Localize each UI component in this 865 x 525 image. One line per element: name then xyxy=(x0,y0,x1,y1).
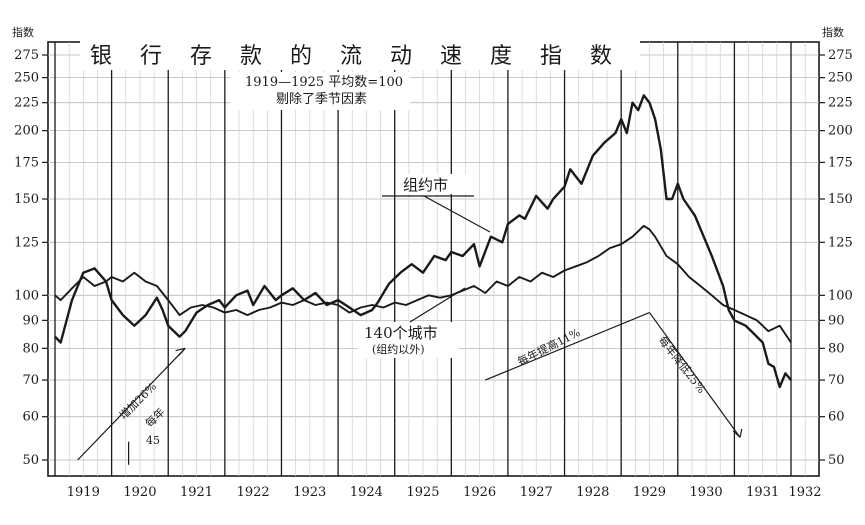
y-tick-label-right: 70 xyxy=(828,373,845,388)
y-tick-label-right: 90 xyxy=(828,313,845,328)
x-tick-label: 1928 xyxy=(576,485,609,500)
y-tick-label-left: 60 xyxy=(22,410,39,425)
x-tick-label: 1932 xyxy=(788,485,821,500)
annotation-per-year: 每年 xyxy=(142,405,167,430)
trend-arrowhead-increase xyxy=(177,347,186,357)
y-tick-label-left: 125 xyxy=(14,235,39,250)
cities-series-label: 140个城市 xyxy=(364,324,438,342)
y-tick-label-left: 225 xyxy=(14,96,39,111)
chart-title: 银行存款的流动速度指数 xyxy=(90,44,640,69)
subtitle-backdrop xyxy=(230,72,410,110)
nyc-label-pointer xyxy=(423,195,491,233)
y-tick-label-left: 275 xyxy=(14,48,39,63)
y-tick-label-right: 125 xyxy=(828,235,853,250)
cities-series-note: (组约以外) xyxy=(372,342,425,356)
annotation-angle: 45 xyxy=(146,434,160,447)
y-tick-label-left: 250 xyxy=(14,71,39,86)
y-tick-label-left: 50 xyxy=(22,453,39,468)
trend-arrowhead-fall xyxy=(732,430,741,438)
y-tick-label-right: 200 xyxy=(828,124,853,139)
x-tick-label: 1919 xyxy=(67,485,100,500)
y-tick-label-left: 150 xyxy=(14,192,39,207)
y-unit-label-left: 指数 xyxy=(12,25,34,39)
y-tick-label-right: 100 xyxy=(828,288,853,303)
y-tick-label-left: 90 xyxy=(22,313,39,328)
y-tick-label-right: 250 xyxy=(828,71,853,86)
x-tick-label: 1921 xyxy=(180,485,213,500)
y-tick-label-left: 80 xyxy=(22,341,39,356)
y-tick-label-right: 50 xyxy=(828,453,845,468)
series-line-140-cities xyxy=(54,224,792,344)
x-tick-label: 1927 xyxy=(520,485,553,500)
trend-line-fall-25pct xyxy=(648,312,741,438)
y-tick-label-right: 175 xyxy=(828,155,853,170)
x-tick-label: 1930 xyxy=(690,485,723,500)
nyc-series-label: 组约市 xyxy=(403,176,448,194)
x-tick-label: 1931 xyxy=(746,485,779,500)
trend-line-increase-26pct xyxy=(77,347,186,461)
y-tick-label-right: 60 xyxy=(828,410,845,425)
y-unit-label-right: 指数 xyxy=(822,25,844,39)
x-tick-label: 1924 xyxy=(350,485,383,500)
y-tick-label-left: 200 xyxy=(14,124,39,139)
x-tick-label: 1922 xyxy=(237,485,270,500)
x-tick-label: 1920 xyxy=(123,485,156,500)
nyc-label-backdrop xyxy=(398,174,476,194)
trend-arrowhead-fall xyxy=(739,428,743,438)
series-line-nyc xyxy=(54,94,792,389)
trend-arrowhead-increase xyxy=(175,347,186,352)
y-tick-label-right: 225 xyxy=(828,96,853,111)
cities-label-pointer xyxy=(409,287,466,323)
trend-line-rise-11pct xyxy=(485,312,650,381)
y-tick-label-left: 175 xyxy=(14,155,39,170)
x-tick-label: 1923 xyxy=(293,485,326,500)
x-tick-label: 1929 xyxy=(633,485,666,500)
y-tick-label-right: 150 xyxy=(828,192,853,207)
x-tick-label: 1926 xyxy=(463,485,496,500)
x-tick-label: 1925 xyxy=(406,485,439,500)
cities-label-backdrop xyxy=(358,322,458,358)
title-backdrop xyxy=(80,40,640,70)
annotation-rise-per-year: 每年提高11% xyxy=(515,325,582,369)
y-tick-label-right: 80 xyxy=(828,341,845,356)
y-tick-label-left: 70 xyxy=(22,373,39,388)
y-tick-label-left: 100 xyxy=(14,288,39,303)
chart-subtitle-line-2: 剔除了季节因素 xyxy=(276,92,367,107)
chart-subtitle-line-1: 1919—1925 平均数=100 xyxy=(245,75,403,90)
y-tick-label-right: 275 xyxy=(828,48,853,63)
